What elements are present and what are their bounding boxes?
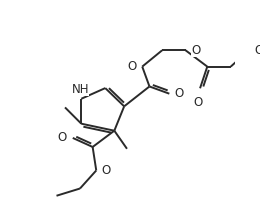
Text: O: O <box>191 44 200 57</box>
Text: NH: NH <box>72 83 89 96</box>
Text: O: O <box>175 87 184 100</box>
Text: O: O <box>254 44 260 57</box>
Text: O: O <box>194 95 203 109</box>
Text: O: O <box>102 164 111 177</box>
Text: O: O <box>128 60 137 73</box>
Text: O: O <box>57 131 67 144</box>
